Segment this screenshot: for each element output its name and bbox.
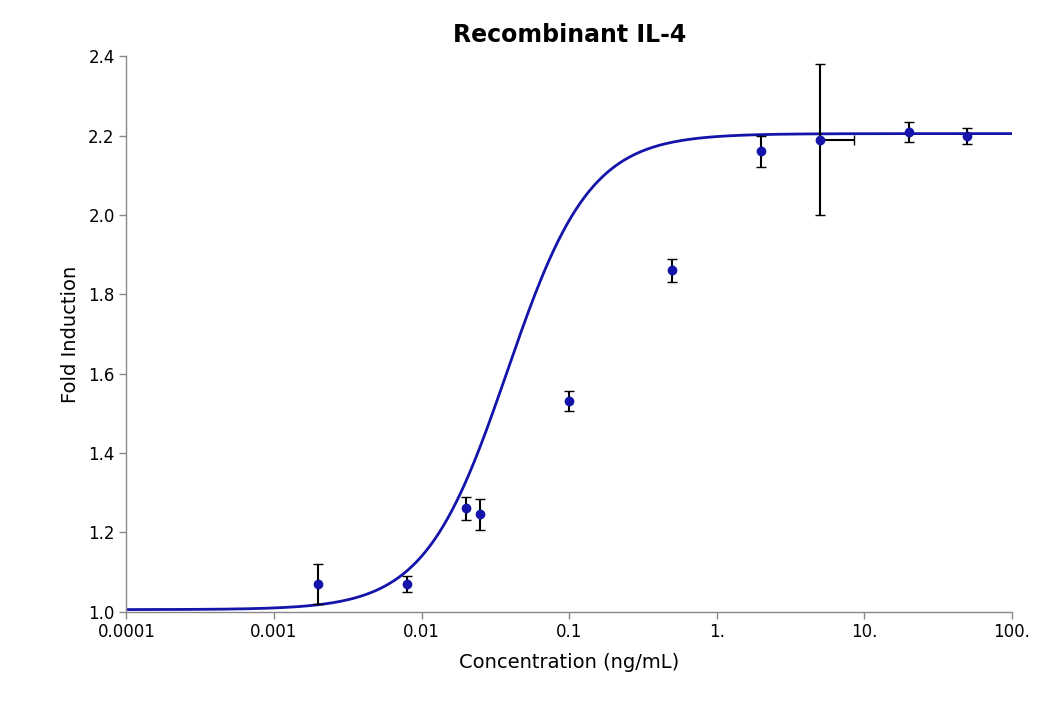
Title: Recombinant IL-4: Recombinant IL-4 <box>452 23 686 47</box>
Y-axis label: Fold Induction: Fold Induction <box>61 265 80 403</box>
X-axis label: Concentration (ng/mL): Concentration (ng/mL) <box>460 652 679 671</box>
